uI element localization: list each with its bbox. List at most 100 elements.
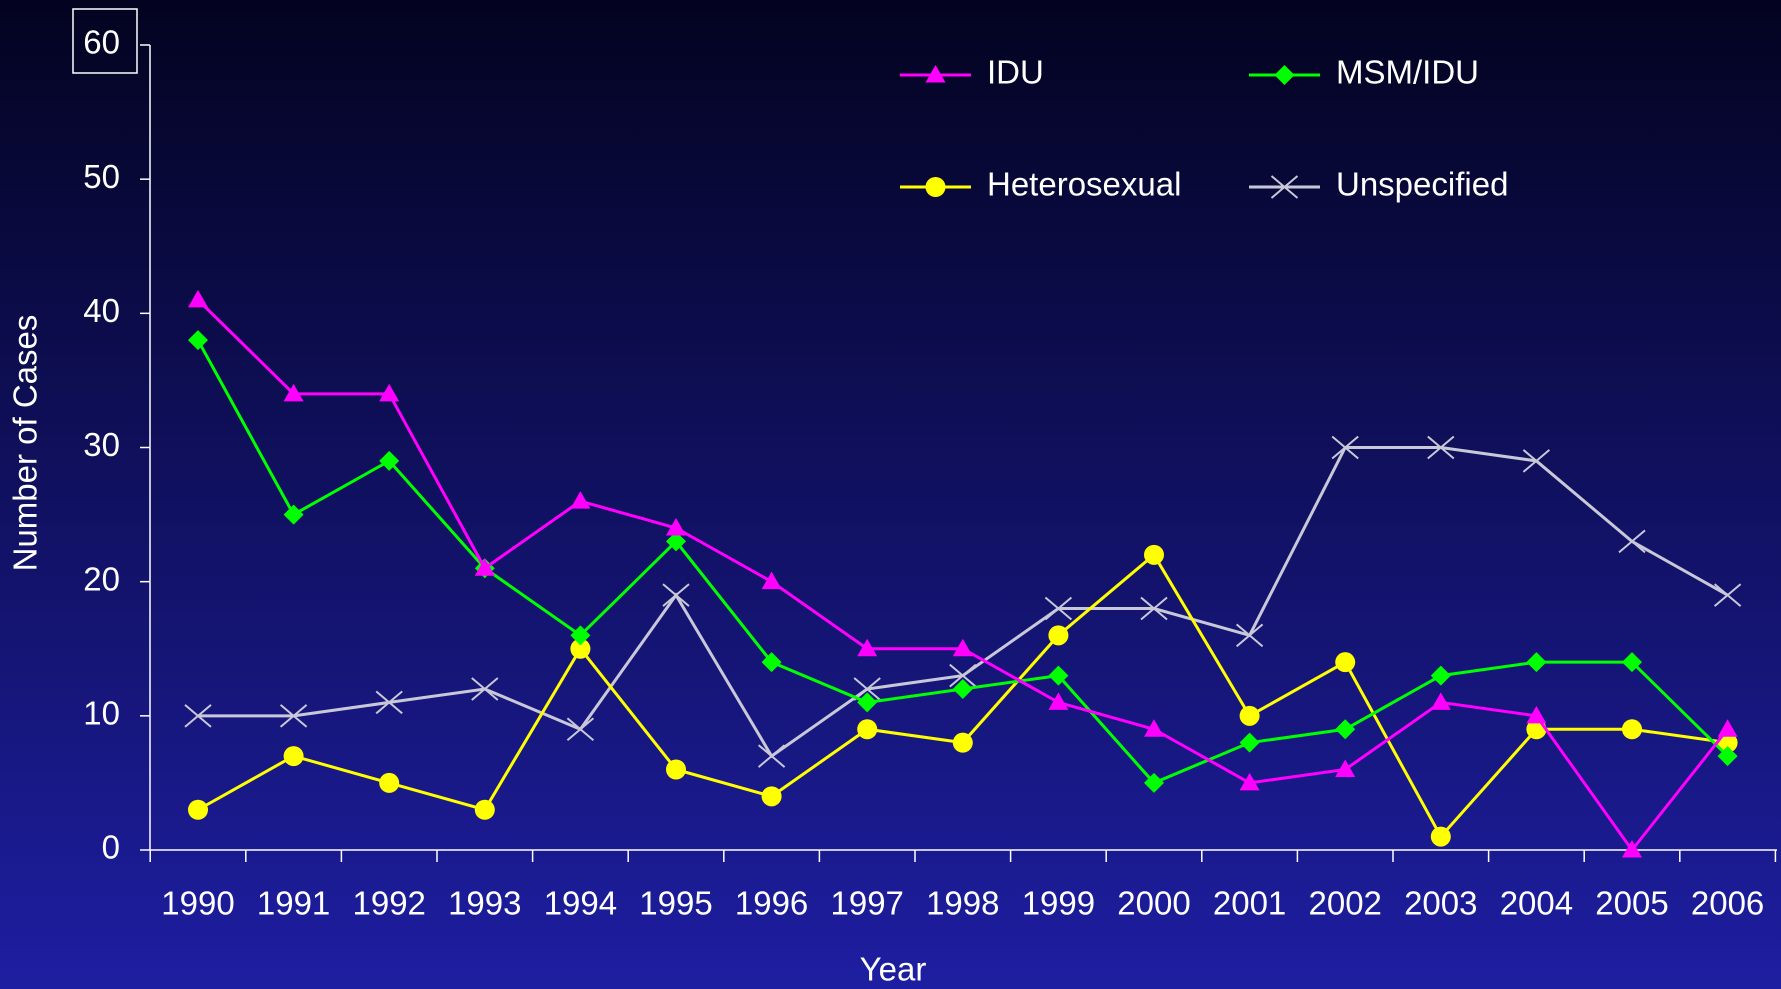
- data-point: [1430, 826, 1451, 847]
- data-point: [279, 704, 308, 728]
- data-point: [761, 652, 782, 673]
- data-point: [1430, 692, 1451, 710]
- y-tick-label: 10: [83, 695, 120, 732]
- data-point: [379, 772, 400, 793]
- data-point: [761, 571, 782, 590]
- data-point: [1335, 652, 1356, 673]
- legend-label: Heterosexual: [987, 166, 1181, 203]
- x-axis-label: Year: [860, 951, 927, 988]
- data-point: [761, 786, 782, 807]
- data-point: [474, 558, 495, 576]
- x-tick-label: 1994: [544, 885, 617, 922]
- data-point: [857, 692, 878, 713]
- x-tick-label: 1996: [735, 885, 808, 922]
- x-tick-label: 2005: [1595, 885, 1668, 922]
- data-point: [188, 799, 208, 820]
- legend-marker: [1270, 175, 1299, 199]
- x-tick-label: 1999: [1022, 885, 1095, 922]
- x-tick-label: 2004: [1500, 885, 1573, 922]
- data-point: [1044, 596, 1073, 621]
- data-point: [952, 679, 973, 699]
- data-point: [188, 330, 208, 351]
- data-point: [1144, 544, 1164, 565]
- data-point: [952, 732, 973, 753]
- data-point: [1427, 435, 1455, 460]
- y-tick-label: 60: [83, 24, 120, 61]
- data-point: [1717, 746, 1738, 767]
- x-tick-label: 1990: [161, 885, 234, 922]
- y-tick-label: 20: [83, 560, 120, 597]
- data-point: [188, 289, 208, 308]
- data-point: [666, 759, 686, 780]
- data-point: [474, 799, 495, 820]
- data-point: [379, 450, 400, 471]
- data-point: [375, 690, 403, 715]
- legend-marker: [925, 177, 946, 197]
- x-tick-label: 1998: [926, 885, 999, 922]
- data-point: [1522, 449, 1551, 473]
- data-point: [757, 744, 786, 768]
- x-tick-label: 2001: [1213, 885, 1286, 922]
- data-point: [1048, 665, 1069, 686]
- x-tick-label: 2002: [1308, 885, 1381, 922]
- data-point: [662, 583, 690, 607]
- data-point: [857, 638, 878, 657]
- legend-label: IDU: [987, 54, 1044, 91]
- data-point: [666, 518, 686, 536]
- data-point: [1239, 705, 1260, 726]
- data-point: [1048, 692, 1069, 710]
- x-tick-label: 2006: [1691, 885, 1764, 922]
- data-point: [1622, 652, 1642, 673]
- legend-marker: [925, 65, 946, 83]
- y-tick-label: 50: [83, 158, 120, 195]
- y-tick-label: 30: [83, 426, 120, 463]
- y-tick-label: 0: [102, 829, 120, 866]
- data-point: [1335, 759, 1356, 777]
- legend-marker: [1274, 65, 1295, 85]
- data-point: [283, 746, 304, 767]
- x-tick-label: 1995: [639, 885, 712, 922]
- data-point: [666, 531, 686, 552]
- data-point: [1713, 583, 1742, 607]
- data-point: [379, 383, 400, 402]
- x-tick-label: 2003: [1404, 885, 1477, 922]
- data-point: [570, 638, 591, 659]
- data-point: [283, 504, 304, 525]
- data-point: [471, 677, 499, 701]
- data-point: [857, 719, 878, 740]
- data-point: [1618, 529, 1646, 554]
- legend-label: MSM/IDU: [1336, 54, 1479, 91]
- data-point: [570, 491, 591, 509]
- x-tick-label: 1991: [257, 885, 330, 922]
- y-tick-label: 40: [83, 292, 120, 329]
- data-point: [1526, 705, 1547, 724]
- legend-label: Unspecified: [1336, 166, 1508, 203]
- data-point: [1239, 732, 1260, 753]
- data-point: [853, 677, 881, 701]
- data-point: [1717, 719, 1738, 737]
- data-point: [1526, 652, 1547, 673]
- x-tick-label: 2000: [1117, 885, 1190, 922]
- data-point: [566, 717, 595, 742]
- data-point: [1622, 840, 1642, 858]
- data-point: [1140, 596, 1168, 621]
- data-point: [952, 638, 973, 657]
- data-point: [1335, 719, 1356, 740]
- data-point: [184, 704, 212, 728]
- data-point: [283, 383, 304, 402]
- data-point: [1430, 665, 1451, 686]
- data-point: [1331, 435, 1359, 460]
- data-point: [1144, 719, 1164, 737]
- data-point: [949, 663, 977, 688]
- data-point: [1144, 772, 1164, 793]
- x-tick-label: 1993: [448, 885, 521, 922]
- x-tick-label: 1992: [352, 885, 425, 922]
- data-point: [570, 625, 591, 646]
- y-axis-label: Number of Cases: [7, 315, 44, 572]
- data-point: [1622, 719, 1642, 740]
- x-tick-label: 1997: [830, 885, 903, 922]
- data-point: [1235, 623, 1264, 648]
